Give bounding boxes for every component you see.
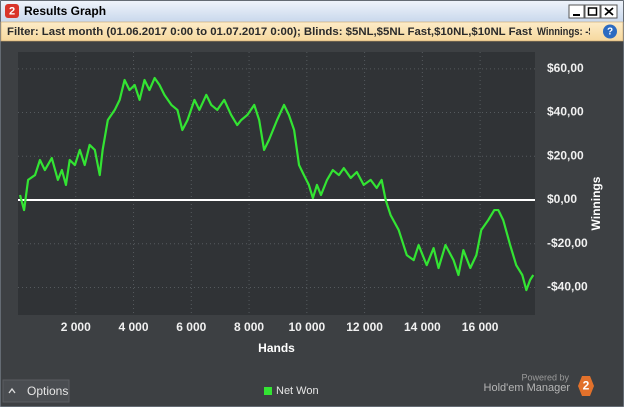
- plot-area: [18, 52, 535, 315]
- app-icon: [5, 4, 19, 18]
- title-bar: [1, 1, 623, 22]
- options-button[interactable]: [2, 379, 70, 403]
- filter-bar: [0, 21, 624, 42]
- x-axis-title: Hands: [258, 341, 295, 355]
- options-caret: [8, 387, 16, 394]
- y-axis-title: Winnings: [589, 176, 603, 230]
- chart: $60,00 $40,00 $20,00 $0,00 -$20,00 -$40,00 2 0…: [18, 52, 603, 397]
- minimize-button[interactable]: [568, 4, 585, 19]
- y-tick-label: $60,00: [547, 61, 584, 75]
- maximize-glyph: [587, 7, 598, 16]
- brand-logo-label: 2: [583, 379, 590, 393]
- help-icon-label: ?: [607, 27, 613, 38]
- x-tick-label: 6 000: [176, 320, 206, 334]
- window-title: Results Graph: [24, 4, 106, 18]
- y-tick-label: $20,00: [547, 148, 584, 162]
- legend-label: Net Won: [276, 385, 319, 397]
- x-tick-label: 2 000: [61, 320, 91, 334]
- y-tick-label: -$20,00: [547, 236, 588, 250]
- y-tick-label: $0,00: [547, 192, 577, 206]
- y-tick-label: -$40,00: [547, 280, 588, 294]
- close-glyph: [604, 7, 614, 16]
- filter-winnings: Winnings: -$3: [537, 26, 599, 38]
- data-line: [18, 76, 535, 292]
- app-icon-label: 2: [9, 5, 15, 17]
- maximize-button[interactable]: [584, 4, 601, 19]
- brand-logo: [578, 376, 594, 396]
- window-buttons: [568, 4, 618, 19]
- help-icon[interactable]: [603, 24, 617, 39]
- x-tick-label: 8 000: [234, 320, 264, 334]
- legend-swatch: [264, 387, 272, 395]
- filter-text: Filter: Last month (01.06.2017 0:00 to 0…: [7, 26, 532, 38]
- filter-text-group: Filter: Last month (01.06.2017 0:00 to 0…: [7, 26, 599, 38]
- x-tick-label: 16 000: [462, 320, 499, 334]
- x-tick-label: 10 000: [288, 320, 325, 334]
- brand-name: Hold'em Manager: [484, 382, 571, 394]
- powered-by: Powered by: [521, 372, 569, 382]
- x-tick-label: 12 000: [346, 320, 383, 334]
- y-tick-label: $40,00: [547, 105, 584, 119]
- options-label: Options: [27, 384, 68, 398]
- x-tick-label: 14 000: [404, 320, 441, 334]
- x-tick-label: 4 000: [119, 320, 149, 334]
